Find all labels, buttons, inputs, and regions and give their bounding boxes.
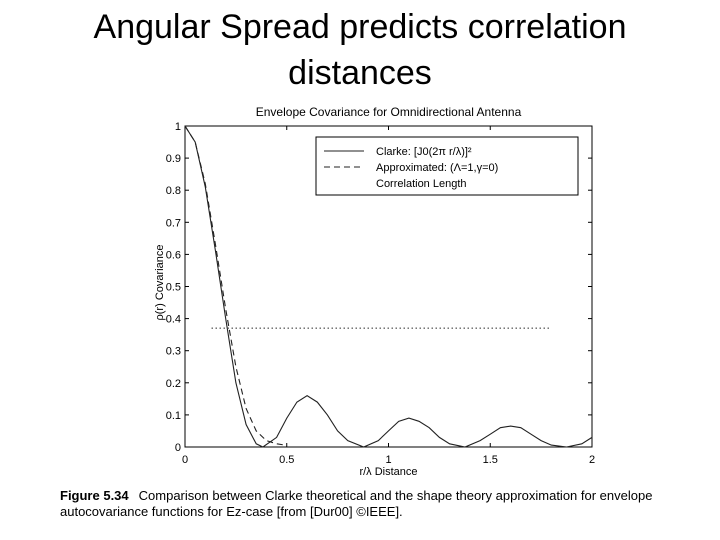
y-tick-label: 0.3 (166, 346, 181, 358)
y-axis-label: ρ(r) Covariance (154, 245, 166, 321)
slide-title: Angular Spread predicts correlation dist… (0, 4, 720, 96)
approximated-series-line (184, 125, 287, 446)
x-tick-label: 0.5 (279, 454, 294, 466)
y-tick-label: 0.4 (166, 314, 181, 326)
legend-label: Clarke: [J0(2π r/λ)]² (376, 146, 472, 158)
x-tick-label: 2 (589, 454, 595, 466)
y-tick-label: 0.9 (166, 153, 181, 165)
y-tick-label: 0.5 (166, 282, 181, 294)
x-tick-label: 1 (385, 454, 391, 466)
x-tick-label: 1.5 (483, 454, 498, 466)
chart-title: Envelope Covariance for Omnidirectional … (256, 105, 522, 119)
y-tick-label: 0.8 (166, 185, 181, 197)
clarke-series-line (184, 125, 593, 448)
slide-title-line-2: distances (288, 54, 432, 92)
figure-caption: Figure 5.34 Comparison between Clarke the… (60, 488, 700, 520)
y-tick-label: 0.2 (166, 378, 181, 390)
y-tick-label: 0.7 (166, 217, 181, 229)
figure-label: Figure 5.34 (60, 488, 129, 503)
legend-label: Correlation Length (376, 178, 467, 190)
y-tick-label: 1 (175, 121, 181, 133)
y-tick-label: 0 (175, 442, 181, 454)
x-tick-label: 0 (182, 454, 188, 466)
y-tick-label: 0.1 (166, 410, 181, 422)
legend-box (315, 136, 579, 196)
figure-caption-text: Comparison between Clarke theoretical an… (60, 488, 653, 519)
y-tick-label: 0.6 (166, 249, 181, 261)
x-axis-label: r/λ Distance (359, 466, 417, 478)
slide-title-line-1: Angular Spread predicts correlation (93, 8, 627, 46)
legend-label: Approximated: (Λ=1,γ=0) (376, 162, 498, 174)
